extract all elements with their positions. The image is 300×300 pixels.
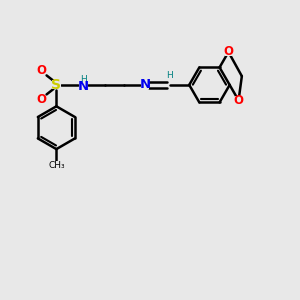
- FancyBboxPatch shape: [38, 95, 45, 103]
- FancyBboxPatch shape: [141, 80, 149, 89]
- Text: N: N: [78, 80, 89, 93]
- FancyBboxPatch shape: [38, 67, 45, 74]
- Text: H: H: [166, 71, 172, 80]
- Text: S: S: [51, 78, 62, 92]
- Text: N: N: [140, 78, 151, 92]
- FancyBboxPatch shape: [225, 48, 232, 56]
- Text: O: O: [234, 94, 244, 107]
- FancyBboxPatch shape: [79, 79, 88, 91]
- Text: H: H: [80, 75, 86, 84]
- Text: O: O: [37, 64, 46, 77]
- Text: CH₃: CH₃: [48, 161, 65, 170]
- FancyBboxPatch shape: [235, 97, 242, 104]
- FancyBboxPatch shape: [52, 80, 61, 89]
- Text: O: O: [224, 46, 233, 59]
- FancyBboxPatch shape: [49, 161, 64, 169]
- Text: O: O: [37, 93, 46, 106]
